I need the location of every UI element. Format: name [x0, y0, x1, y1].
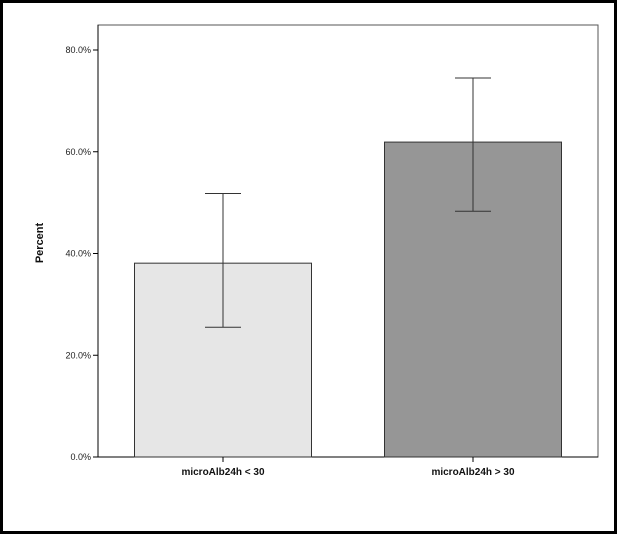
y-tick-label: 80.0% — [65, 45, 91, 55]
bar-chart: Percent 0.0% 20.0% 40.0% 60.0% 80.0% microAl… — [34, 24, 599, 478]
y-tick-label: 40.0% — [65, 249, 91, 259]
error-bars — [205, 77, 491, 328]
x-tick-label: microAlb24h < 30 — [181, 467, 265, 478]
x-tick-label: microAlb24h > 30 — [431, 467, 515, 478]
y-axis-title: Percent — [34, 222, 46, 263]
x-tick-labels: microAlb24h < 30 microAlb24h > 30 — [181, 457, 515, 478]
y-tick-label: 20.0% — [65, 350, 91, 360]
bars — [134, 141, 562, 458]
y-tick-label: 60.0% — [65, 147, 91, 157]
y-tick-label: 0.0% — [70, 452, 91, 462]
y-ticks: 0.0% 20.0% 40.0% 60.0% 80.0% — [65, 45, 98, 462]
